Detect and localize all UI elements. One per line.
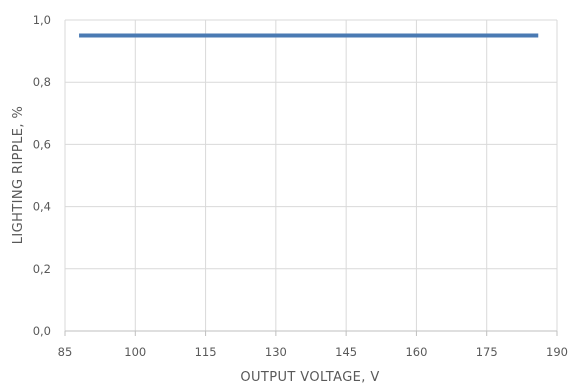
x-tick-labels: 85 100 115 130 145 160 175 190 <box>58 345 568 359</box>
y-axis-title: LIGHTING RIPPLE, % <box>11 106 26 244</box>
x-axis-title: OUTPUT VOLTAGE, V <box>240 370 379 385</box>
y-tick-labels: 0,0 0,2 0,4 0,6 0,8 1,0 <box>33 13 51 338</box>
y-tick-label: 1,0 <box>33 13 51 27</box>
x-tick-label: 100 <box>124 345 146 359</box>
grid <box>64 19 558 331</box>
y-tick-label: 0,6 <box>33 137 51 151</box>
y-tick-label: 0,0 <box>33 324 51 338</box>
x-tick-label: 145 <box>335 345 357 359</box>
axes <box>64 330 558 336</box>
y-tick-label: 0,8 <box>33 75 51 89</box>
x-tick-label: 160 <box>405 345 427 359</box>
x-tick-label: 130 <box>265 345 287 359</box>
x-tick-label: 85 <box>58 345 73 359</box>
y-tick-label: 0,2 <box>33 262 51 276</box>
x-tick-label: 175 <box>476 345 498 359</box>
y-tick-label: 0,4 <box>33 200 51 214</box>
x-tick-label: 115 <box>195 345 217 359</box>
x-tick-label: 190 <box>546 345 568 359</box>
